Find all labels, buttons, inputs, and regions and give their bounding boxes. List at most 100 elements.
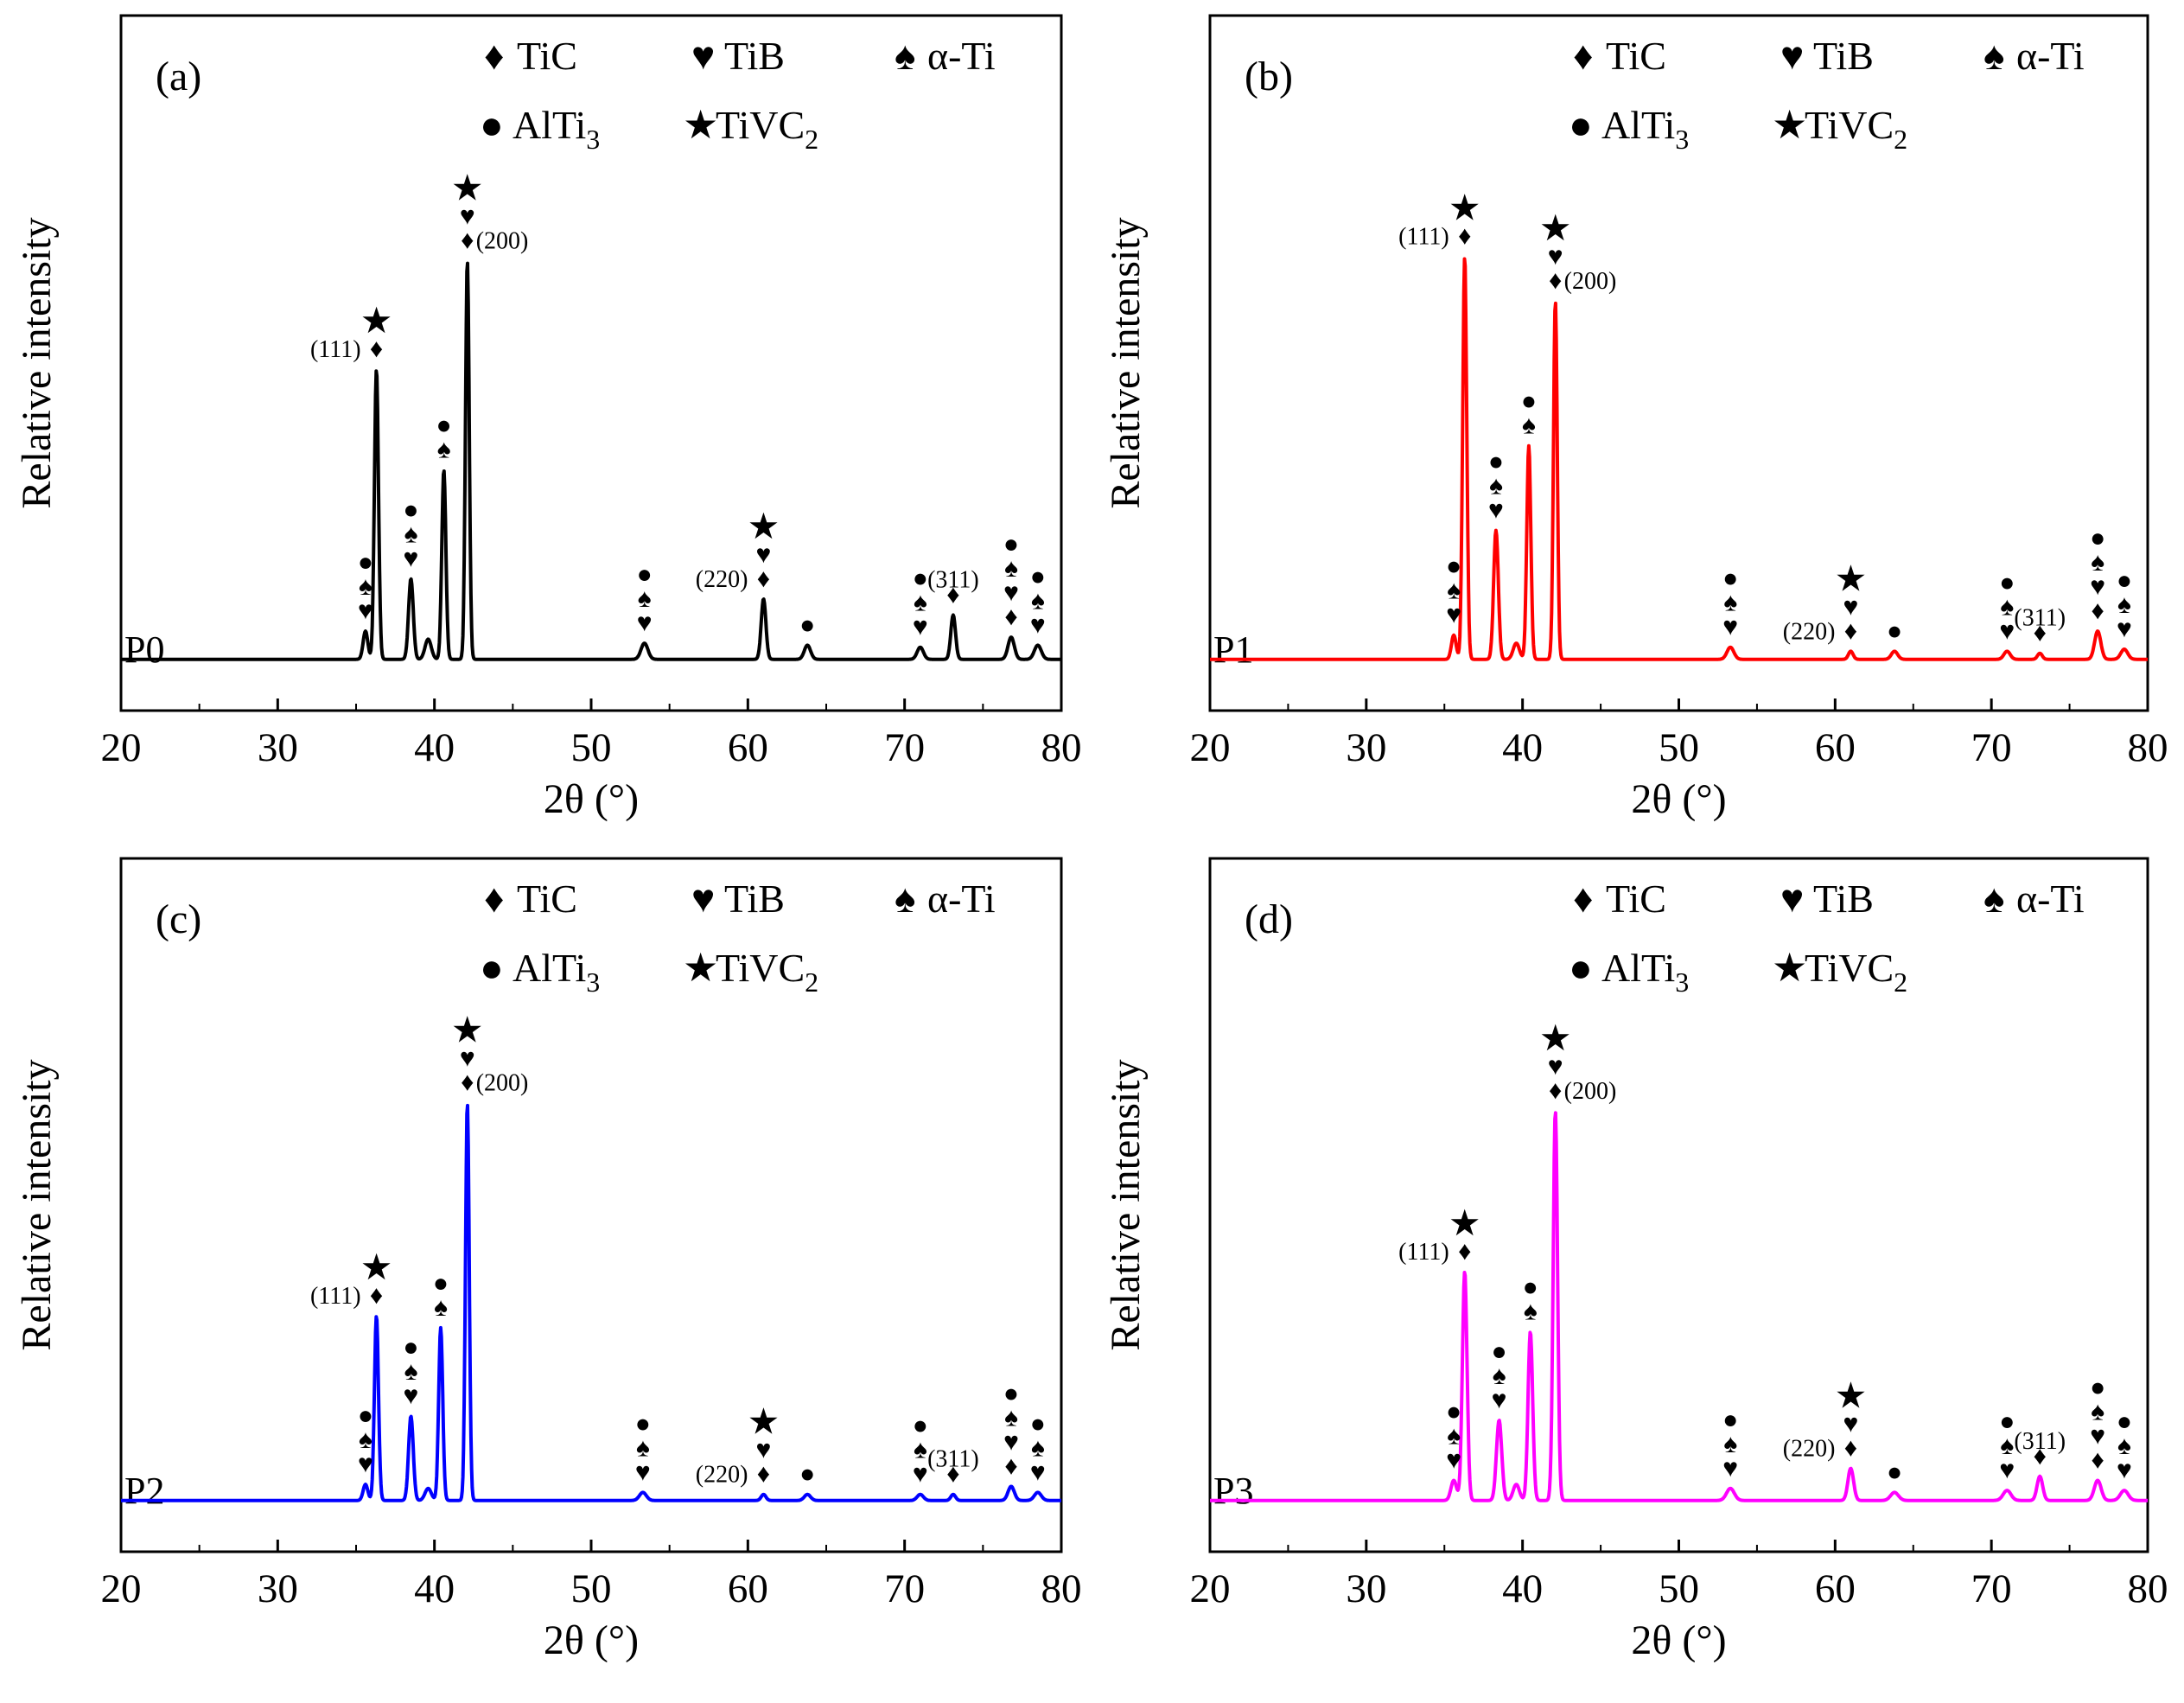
circle-icon: ● (913, 564, 928, 593)
heart-icon: ♥ (1030, 1457, 1046, 1486)
circle-icon: ● (637, 560, 653, 589)
spade-icon: ♠ (1004, 1403, 1018, 1432)
peak-annotation: ♥♠● (1722, 564, 1738, 641)
heart-icon: ♥ (404, 1381, 419, 1410)
legend-label-4: TiVC2 (1805, 946, 1907, 998)
spade-icon: ♠ (1522, 411, 1536, 440)
peak-annotation: ♦♥★(220) (1783, 559, 1867, 645)
circle-icon: ● (1030, 1409, 1046, 1438)
legend-label-2: α-Ti (927, 877, 996, 921)
circle-icon: ● (1488, 448, 1504, 476)
circle-icon: ● (1722, 564, 1738, 593)
circle-icon: ● (2117, 1407, 2132, 1436)
x-tick-label: 50 (1659, 725, 1699, 770)
heart-icon: ♥ (404, 544, 419, 572)
sample-label: P0 (124, 628, 164, 671)
circle-icon: ● (1999, 1407, 2015, 1436)
star-icon: ★ (360, 1248, 393, 1288)
heart-icon: ♥ (1548, 242, 1563, 271)
heart-icon: ♥ (1492, 1386, 1507, 1414)
peak-annotation: ♠● (1523, 1273, 1538, 1326)
legend-label-4: TiVC2 (1805, 103, 1907, 155)
peak-annotation: ♥♠● (913, 564, 928, 641)
legend-label-1: TiB (724, 34, 785, 78)
diamond-icon: ♦ (1549, 1076, 1562, 1105)
legend-label-1: TiB (1813, 34, 1874, 78)
peak-annotation: ♥♠● (2117, 1407, 2132, 1484)
peak-annotation: ♦♥★ (200) (1539, 209, 1616, 295)
legend-label-2: α-Ti (2016, 34, 2085, 78)
heart-icon: ♥ (1030, 610, 1046, 639)
x-tick-label: 20 (1190, 1566, 1231, 1611)
star-icon: ★ (1835, 1377, 1868, 1417)
heart-icon: ♥ (1488, 496, 1504, 525)
hkl-label: (220) (1783, 1436, 1836, 1463)
diamond-icon: ♦ (1458, 222, 1471, 251)
x-tick-label: 20 (101, 1566, 142, 1611)
spade-icon: ♠ (404, 520, 417, 548)
legend-label-3: AlTi3 (513, 103, 600, 155)
star-icon: ★ (360, 302, 393, 341)
heart-icon: ♥ (460, 1044, 475, 1073)
legend-label-2: α-Ti (927, 34, 996, 78)
panel-tag: (c) (156, 896, 201, 942)
peak-annotation: ♥♠● (403, 1333, 418, 1410)
diamond-icon: ♦ (1004, 1451, 1017, 1480)
circle-icon: ● (1030, 562, 1046, 590)
x-axis-label: 2θ (°) (1631, 1617, 1726, 1663)
circle-icon: ● (1722, 1406, 1738, 1434)
circle-icon: ● (358, 1401, 373, 1430)
heart-icon: ♥ (2090, 1421, 2105, 1450)
hkl-label: (200) (1564, 268, 1617, 295)
x-tick-label: 80 (2128, 725, 2168, 770)
diamond-icon: ♦ (1844, 616, 1857, 645)
x-tick-label: 50 (571, 725, 612, 770)
x-tick-label: 80 (1041, 725, 1082, 770)
star-icon: ★ (451, 169, 484, 208)
legend-label-1: TiB (1813, 877, 1874, 921)
star-icon: ★ (1449, 1204, 1481, 1244)
x-tick-label: 70 (1971, 725, 2012, 770)
heart-icon: ♥ (2117, 615, 2132, 643)
spade-icon: ♠ (895, 877, 915, 921)
hkl-label: (200) (1564, 1078, 1617, 1105)
legend-label-3: AlTi3 (1601, 946, 1689, 998)
heart-icon: ♥ (1780, 877, 1804, 921)
peak-annotation: ♦★(111) (310, 1248, 392, 1310)
spade-icon: ♠ (1723, 589, 1737, 617)
circle-icon: ● (433, 1269, 449, 1298)
heart-icon: ♥ (1548, 1052, 1563, 1081)
hkl-label: (311) (2014, 605, 2066, 632)
heart-icon: ♥ (1003, 578, 1019, 607)
spade-icon: ♠ (1004, 554, 1018, 583)
star-icon: ★ (748, 507, 780, 547)
peak-annotation: ♦♥★(220) (696, 507, 780, 593)
circle-icon: ● (1999, 568, 2015, 596)
spade-icon: ♠ (914, 1436, 927, 1464)
x-tick-label: 60 (728, 1566, 768, 1611)
peak-annotation: ♠● (436, 411, 451, 464)
peak-annotation: ♥♠● (637, 560, 653, 637)
legend-label-0: TiC (1606, 34, 1666, 78)
xrd-pattern-line (119, 261, 1063, 661)
x-tick-label: 40 (414, 725, 455, 770)
spade-icon: ♠ (1493, 1362, 1506, 1390)
peak-annotation: ♦♥★ (200) (451, 1011, 528, 1097)
circle-icon: ● (1887, 616, 1902, 645)
legend-label-0: TiC (517, 34, 577, 78)
x-tick-label: 30 (1346, 725, 1386, 770)
legend-label-0: TiC (1606, 877, 1666, 921)
heart-icon: ♥ (756, 540, 772, 569)
spade-icon: ♠ (2091, 548, 2104, 577)
heart-icon: ♥ (1843, 1410, 1859, 1438)
diamond-icon: ♦ (946, 580, 959, 609)
x-tick-label: 20 (101, 725, 142, 770)
heart-icon: ♥ (1843, 592, 1859, 621)
x-tick-label: 30 (258, 1566, 298, 1611)
hkl-label: (220) (1783, 618, 1836, 645)
peak-annotation: ♦♥♠● (1003, 1379, 1019, 1480)
spade-icon: ♠ (437, 436, 451, 464)
peak-annotation: ♥♠● (1488, 448, 1504, 525)
x-tick-label: 40 (1502, 725, 1543, 770)
spade-icon: ♠ (1524, 1298, 1538, 1326)
